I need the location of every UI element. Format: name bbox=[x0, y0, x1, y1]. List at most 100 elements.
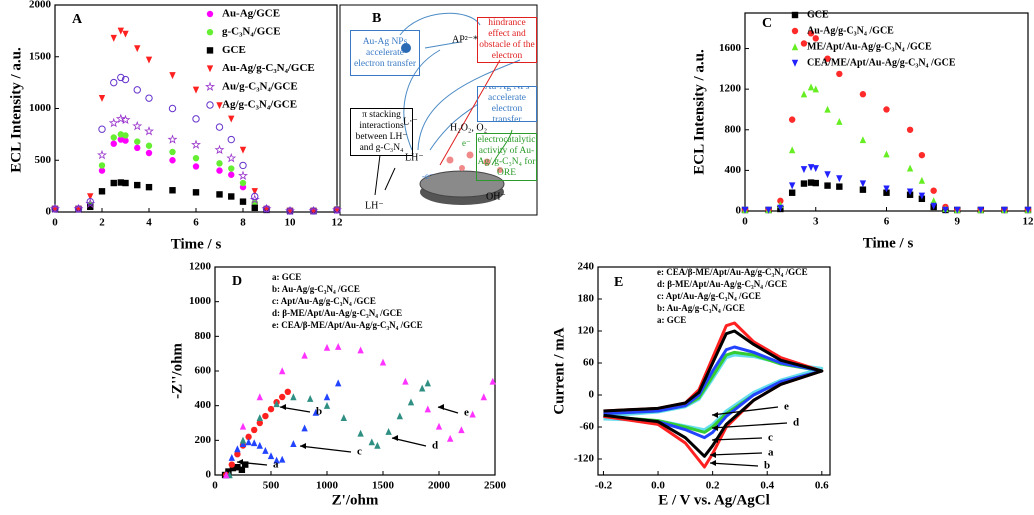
x-tick-label: -0.2 bbox=[595, 480, 613, 492]
marker bbox=[134, 144, 141, 152]
annotation: c bbox=[357, 446, 362, 458]
legend-marker bbox=[206, 101, 214, 109]
marker bbox=[836, 175, 843, 183]
legend-label: GCE bbox=[807, 9, 829, 20]
x-tick-label: 12 bbox=[332, 217, 344, 229]
marker bbox=[251, 426, 258, 434]
marker bbox=[226, 152, 237, 163]
marker bbox=[859, 91, 867, 98]
x-tick-label: 1500 bbox=[372, 480, 395, 492]
marker bbox=[145, 56, 153, 64]
marker bbox=[229, 464, 237, 472]
marker bbox=[98, 162, 106, 169]
x-tick-label: 2500 bbox=[484, 480, 507, 492]
marker bbox=[242, 461, 249, 468]
arrow-head bbox=[237, 459, 243, 465]
box: Au-Ag NPs accelerate electron transfer bbox=[477, 86, 537, 122]
marker bbox=[51, 205, 59, 213]
arrow-head bbox=[280, 404, 286, 410]
y-tick-label: 0 bbox=[589, 389, 595, 401]
y-axis-label: -Z''/ohm bbox=[169, 343, 185, 399]
y-tick-label: 1000 bbox=[29, 102, 52, 114]
marker bbox=[301, 351, 308, 359]
marker bbox=[110, 179, 117, 187]
arrow bbox=[491, 129, 513, 166]
annotation: d bbox=[432, 440, 438, 452]
panel-label: E bbox=[614, 275, 623, 290]
marker bbox=[120, 114, 131, 125]
marker bbox=[169, 148, 176, 156]
legend-label: c: Apt/Au-Ag/g-C₃N₄ /GCE bbox=[272, 296, 376, 306]
arrow-head bbox=[710, 452, 716, 458]
marker bbox=[1001, 206, 1008, 214]
legend-label: Au/g-C₃N₄/GCE bbox=[222, 80, 298, 92]
marker bbox=[133, 86, 141, 94]
x-tick-label: 0.6 bbox=[815, 480, 829, 492]
marker bbox=[122, 137, 129, 144]
marker bbox=[824, 55, 831, 62]
marker bbox=[169, 72, 176, 80]
marker bbox=[323, 393, 331, 401]
red-box: CEA: steric hindrance effect and obstacl… bbox=[477, 17, 537, 63]
right-box: Au-Ag NPs accelerate electron transfer bbox=[477, 86, 537, 122]
panel-label: D bbox=[232, 274, 242, 289]
marker bbox=[836, 117, 843, 125]
marker bbox=[824, 171, 831, 179]
marker bbox=[238, 170, 248, 180]
y-tick-label: 1500 bbox=[29, 50, 52, 62]
marker bbox=[117, 179, 124, 186]
marker bbox=[812, 85, 819, 93]
marker bbox=[335, 343, 342, 350]
marker bbox=[251, 439, 258, 447]
marker bbox=[357, 429, 364, 437]
marker bbox=[239, 146, 247, 154]
marker bbox=[132, 120, 143, 131]
legend-label: b: Au-Ag/g-C₃N₄ /GCE bbox=[272, 284, 360, 294]
marker bbox=[98, 188, 106, 195]
marker bbox=[245, 433, 252, 441]
black-box: π stacking interactions between LH⁻ and … bbox=[350, 108, 413, 156]
marker bbox=[86, 197, 94, 206]
marker bbox=[859, 136, 867, 144]
marker bbox=[110, 140, 117, 147]
marker bbox=[807, 30, 815, 37]
marker bbox=[134, 45, 141, 53]
marker bbox=[267, 405, 275, 413]
marker bbox=[239, 422, 247, 430]
marker bbox=[228, 115, 235, 123]
marker bbox=[800, 90, 808, 98]
legend-label: a: GCE bbox=[272, 272, 301, 282]
species: OH⁻ bbox=[486, 191, 506, 202]
marker bbox=[1024, 206, 1032, 214]
legend-label: c: Apt/Au-Ag/g-C₃N₄ /GCE bbox=[657, 291, 761, 301]
marker bbox=[225, 468, 232, 475]
marker bbox=[239, 179, 247, 187]
marker bbox=[312, 408, 319, 416]
legend-marker bbox=[205, 81, 215, 92]
particle bbox=[446, 156, 454, 164]
marker bbox=[239, 440, 247, 447]
plot-frame bbox=[597, 266, 831, 476]
marker bbox=[192, 189, 200, 196]
marker bbox=[273, 456, 280, 464]
marker bbox=[301, 424, 308, 432]
marker bbox=[374, 441, 381, 449]
arrow-head bbox=[710, 460, 716, 466]
marker bbox=[407, 398, 415, 406]
legend-marker bbox=[791, 59, 799, 67]
marker bbox=[883, 150, 890, 158]
x-tick-label: 0 bbox=[742, 216, 748, 228]
marker bbox=[402, 377, 409, 385]
marker bbox=[942, 206, 949, 214]
green-box: electrocatalytic activity of Au-Ag/ g-C₃… bbox=[476, 133, 537, 181]
marker bbox=[906, 188, 914, 196]
marker bbox=[239, 161, 247, 170]
x-tick-label: 6 bbox=[884, 216, 890, 228]
marker bbox=[424, 405, 431, 413]
y-tick-label: 2000 bbox=[29, 0, 52, 11]
marker bbox=[256, 393, 263, 401]
marker bbox=[117, 73, 125, 82]
legend-label: e: CEA/β-ME/Apt/Au-Ag/g-C₃N₄ /GCE bbox=[657, 267, 808, 277]
marker bbox=[97, 149, 107, 160]
